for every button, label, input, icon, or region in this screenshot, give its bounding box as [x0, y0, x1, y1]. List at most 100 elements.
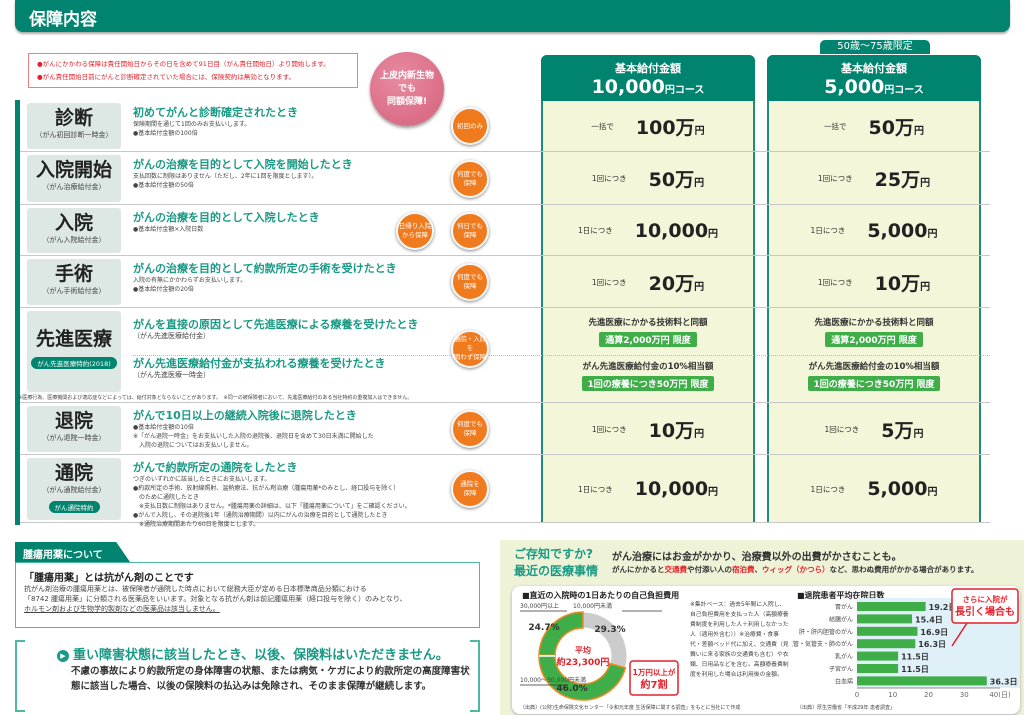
amount-prefix: 1回につき	[824, 424, 860, 434]
text: 、	[754, 565, 763, 574]
benefit-name: 通院	[54, 462, 93, 484]
bar-value-label: 11.5日	[901, 665, 929, 674]
amount-unit: 円	[913, 125, 924, 137]
coverage-badge: 通院・入院を 問わず保障	[451, 329, 489, 368]
amount-unit: 円	[694, 125, 705, 137]
bar-chart-title: ■退院患者平均在院日数	[797, 591, 885, 600]
benefit-detail: 入院の有無にかかわらずお支払いします。	[133, 277, 247, 284]
slice-label: 46.0%	[556, 684, 587, 694]
facts-title-1: ご存知ですか?	[514, 547, 593, 561]
benefit-subname: （がん退院一時金）	[42, 434, 106, 442]
benefit-detail: ●基本給付金額の20倍	[133, 286, 194, 293]
notice-box: ●がんにかかわる保障は責任開始日からその日を含めて91日目（がん責任開始日）より…	[28, 53, 358, 88]
bar-value-label: 19.2日	[929, 603, 957, 612]
amount-prefix: 1日につき	[577, 484, 613, 494]
amount-value: 25万円	[874, 169, 931, 191]
amount-value: 100万円	[635, 116, 705, 139]
facts-title-2: 最近の医療事情	[514, 564, 599, 578]
same-coverage-badge: 上皮内新生物 でも 同額保障!	[370, 52, 444, 126]
benefit-detail: ●約款所定の手術、放射線照射、温熱療法、抗がん剤治療（腫瘍用薬*のみとし、経口投…	[133, 485, 400, 492]
waiver-heading: 重い障害状態に該当したとき、以後、保険料はいただきません。	[73, 648, 449, 663]
survey-notes: ※集計ベース：過去5年間に入院し、自己負担費用を支払った人（高額療養費制度を利用…	[690, 602, 789, 678]
benefit-description: 初めてがんと診断確定されたとき 保険期間を通じて1回のみお支払いします。 ●基本給付…	[133, 104, 453, 138]
dotted-divider	[133, 355, 990, 356]
source-2: 〔出典〕厚生労働省「平成29年 患者調査」	[797, 705, 895, 711]
amount-value: 20万円	[648, 272, 705, 295]
course-column-5000: 基本給付金額 5,000円コース	[767, 55, 981, 523]
text: や付添い人の	[687, 565, 732, 574]
bar	[857, 626, 918, 636]
benefit-description: がんの治療を目的として約款所定の手術を受けたとき 入院の有無にかかわらずお支払いし…	[133, 260, 453, 294]
category-label: 30,000円以上	[520, 602, 559, 610]
amount-prefix: 1回につき	[591, 277, 627, 287]
amount-unit: 円	[920, 178, 931, 189]
donut-chart: 29.3% 46.0% 24.7% 10,000円未満 10,000〜30,000円未満…	[520, 602, 679, 701]
course-header: 基本給付金額 10,000円コース	[541, 55, 755, 101]
benefit-amount: 1日につき 5,000円	[767, 205, 981, 256]
benefit-description: がんの治療を目的として入院したとき ●基本給付金額×入院日数	[133, 209, 453, 234]
benefit-row: 通院 （がん通院給付金） がん通院特約 がんで約款所定の通院をしたとき つぎのいずれかに…	[20, 455, 990, 528]
x-tick-label: 30	[960, 691, 969, 699]
benefit-amount: 1回につき 5万円	[767, 403, 981, 455]
source-1: 〔出典〕(公財)生命保険文化センター「令和元年度 生活保障に関する調査」をもとに…	[520, 705, 741, 711]
coverage-badge: 何度でも 保障	[451, 159, 489, 198]
bar-category: 肝・肝内胆管のがん	[799, 628, 853, 636]
coverage-badge: 初回のみ	[451, 107, 489, 145]
benefit-row: 入院開始 （がん治療給付金） がんの治療を目的として入院を開始したとき 支払回数に制限…	[20, 152, 990, 205]
amount-unit: 円	[694, 178, 705, 189]
notice-line: ●がん責任開始日前にがんと診断確定されていた場合には、保険契約は無効となります。	[37, 73, 296, 81]
benefit-name: 入院	[54, 212, 93, 234]
benefit-detail: つぎのいずれかに該当したときにお支払いします。	[133, 476, 271, 483]
amount-limit: 1回の療養につき50万円 限度	[581, 376, 715, 391]
amount-desc: がん先進医療給付金の10%相当額	[808, 362, 940, 372]
rider-tag: がん通院特約	[48, 501, 100, 513]
amount-value: 5,000円	[867, 478, 938, 500]
slice-label: 29.3%	[594, 625, 625, 635]
amount-unit: 円	[708, 487, 719, 498]
highlight: 宿泊費	[732, 565, 755, 574]
bar-category: 気管・気管支・肺のがん	[792, 640, 853, 648]
tumor-drug-box: 「腫瘍用薬」とは抗がん剤のことです 抗がん剤治療の腫瘍用薬とは、被保険者が通院し…	[15, 562, 480, 628]
benefit-subname: （がん入院給付金）	[42, 236, 106, 244]
benefit-row: 入院 （がん入院給付金） がんの治療を目的として入院したとき ●基本給付金額×入院日数…	[20, 205, 990, 256]
amount-prefix: 1回につき	[817, 277, 853, 287]
advanced-amount: 先進医療にかかる技術料と同額 通算2,000万円 限度	[541, 316, 755, 347]
amount-limit: 1回の療養につき50万円 限度	[807, 376, 941, 391]
benefit-condition: がんの治療を目的として入院したとき	[133, 211, 320, 224]
bar-category: 胃がん	[835, 603, 853, 611]
benefit-detail: 支払回数に制限はありません（ただし、2年に1回を限度とします）。	[133, 173, 318, 180]
play-icon: ▶	[57, 650, 69, 662]
donut-slice	[538, 611, 584, 657]
bar	[857, 664, 899, 673]
benefit-condition: がんの治療を目的として入院を開始したとき	[133, 158, 353, 171]
bar-category: 白血病	[835, 677, 853, 685]
benefit-description: がんで10日以上の継続入院後に退院したとき ●基本給付金額の10倍 ※「がん退院一時…	[133, 407, 453, 450]
tumor-drug-tab: 腫瘍用薬について	[15, 542, 130, 562]
amount-prefix: 1日につき	[577, 226, 613, 235]
bar-value-label: 16.9日	[920, 628, 948, 637]
benefit-subname: （がん通院給付金）	[42, 486, 106, 494]
notice-line: ●がんにかかわる保障は責任開始日からその日を含めて91日目（がん責任開始日）より…	[37, 60, 330, 68]
bar-category: 子宮がん	[829, 665, 853, 673]
benefit-detail: （がん先進医療給付金）	[133, 332, 210, 340]
amount-value: 10万円	[874, 272, 931, 295]
coverage-badge: 何度でも 保障	[451, 410, 489, 448]
amount-value: 5,000円	[867, 219, 938, 242]
benefit-condition: がんで10日以上の継続入院後に退院したとき	[133, 409, 357, 422]
benefit-subname: （がん手術給付金）	[42, 287, 106, 295]
section-header: 保障内容	[15, 0, 1010, 32]
coverage-badge: 何度でも 保障	[451, 263, 489, 301]
benefit-row: 手術 （がん手術給付金） がんの治療を目的として約款所定の手術を受けたとき 入院の有無…	[20, 256, 990, 308]
callout-text: 長引く場合も	[955, 605, 1015, 618]
rider-tag: がん先進医療特約(2018)	[31, 357, 117, 369]
bar-category: 乳がん	[835, 653, 853, 661]
benefit-subname: （がん初回診断一時金）	[35, 131, 113, 139]
benefit-name: 診断	[54, 107, 93, 129]
advanced-lump-sum: がん先進医療給付金の10%相当額 1回の療養につき50万円 限度	[541, 360, 755, 391]
accent-bar	[15, 100, 20, 525]
highlight: 交通費	[664, 565, 688, 574]
benefit-name: 入院開始	[35, 159, 112, 181]
benefit-row: 先進医療 がん先進医療特約(2018) がんを直接の原因として先進医療による療養を受…	[20, 308, 990, 403]
bar	[857, 639, 916, 649]
course-title: 基本給付金額	[841, 62, 907, 75]
